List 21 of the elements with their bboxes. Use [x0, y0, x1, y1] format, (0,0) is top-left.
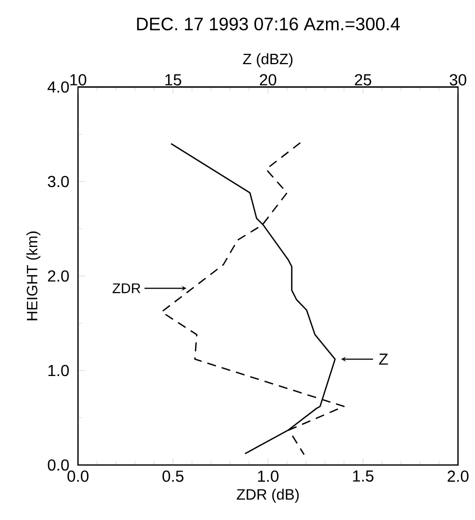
x2-tick-label: 30: [450, 74, 466, 86]
y-tick-label: 4.0: [48, 81, 69, 93]
x-axis-title: ZDR (dB): [236, 488, 299, 503]
y-tick-label: 2.0: [48, 270, 69, 282]
chart-title: DEC. 17 1993 07:16 Azm.=300.4: [137, 18, 400, 30]
x-tick-label: 0.5: [162, 470, 184, 482]
x2-tick-label: 20: [260, 74, 276, 86]
legend-label: Z: [379, 354, 388, 365]
x2-tick-label: 25: [354, 74, 372, 86]
text: ZDR: [112, 283, 140, 294]
x-tick-label: 2.0: [448, 470, 468, 482]
x-tick-label: 0.0: [68, 470, 88, 482]
y-tick-label: 0.0: [48, 459, 69, 471]
y-tick-label: 1.0: [48, 364, 69, 376]
y-tick-label: 3.0: [48, 176, 69, 188]
x2-tick-label: 10: [70, 74, 86, 86]
x2-tick-label: 15: [165, 74, 182, 86]
y-axis-title: HEIGHT (km): [26, 232, 40, 320]
x2-axis-title: Z (dBZ): [243, 53, 292, 68]
x-tick-label: 1.5: [353, 470, 374, 482]
x-tick-label: 1.0: [258, 470, 278, 482]
